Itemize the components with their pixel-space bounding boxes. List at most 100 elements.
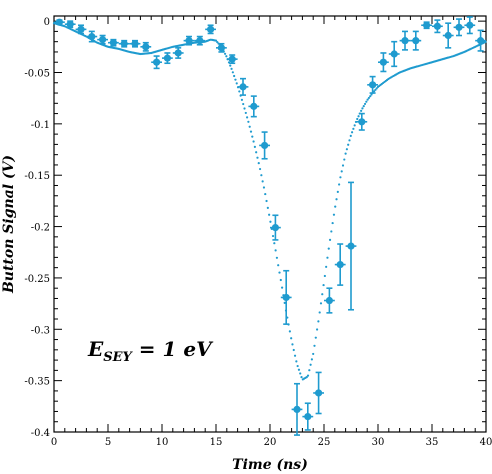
data-point	[108, 38, 119, 47]
point-marker	[304, 412, 312, 421]
data-point	[118, 39, 130, 48]
annotation-rest: = 1 eV	[132, 337, 214, 361]
curve-dot	[352, 127, 355, 130]
point-marker	[271, 223, 279, 232]
curve-dot	[274, 249, 277, 252]
curve-dot	[300, 376, 303, 379]
data-point	[388, 40, 400, 68]
point-marker	[99, 36, 107, 44]
curve-dot	[319, 302, 323, 305]
curve-dot	[339, 176, 342, 179]
curve-dot	[244, 111, 247, 115]
curve-dot	[323, 274, 326, 278]
data-point	[345, 181, 357, 311]
plot-frame	[53, 15, 487, 433]
point-marker	[196, 37, 204, 45]
curve-dot	[345, 148, 348, 151]
data-point	[75, 24, 87, 35]
point-marker	[185, 37, 193, 45]
data-point	[432, 19, 443, 34]
point-marker	[433, 22, 441, 30]
curve-dot	[326, 256, 329, 259]
curve-dot	[295, 360, 298, 363]
point-marker	[477, 37, 485, 45]
curve-dot	[261, 180, 264, 183]
data-point	[64, 20, 76, 29]
curve-dot	[297, 368, 301, 371]
curve-dot	[370, 93, 373, 96]
dotted-curve	[52, 22, 487, 381]
curve-dot	[234, 78, 237, 81]
curve-dot	[322, 283, 325, 287]
data-point	[226, 54, 238, 65]
data-point	[475, 29, 486, 52]
data-points	[54, 16, 486, 436]
curve-dot	[230, 67, 233, 70]
curve-dot	[283, 301, 286, 305]
curve-dot	[373, 90, 376, 93]
data-point	[367, 75, 378, 94]
curve-dot	[343, 158, 346, 161]
curve-dot	[348, 139, 351, 142]
data-point	[54, 18, 65, 26]
curve-dot	[268, 213, 271, 216]
curve-dot	[255, 151, 258, 154]
curve-dot	[361, 107, 364, 110]
data-point	[421, 21, 432, 30]
data-point	[140, 41, 152, 52]
point-marker	[153, 58, 161, 66]
y-tick-label: -0.25	[24, 274, 50, 285]
data-point	[172, 47, 184, 59]
data-point	[205, 24, 216, 35]
point-marker	[466, 21, 474, 29]
curve-dot	[309, 363, 312, 366]
x-tick-label: 10	[156, 437, 169, 448]
y-tick-label: -0.35	[24, 377, 50, 388]
point-marker	[401, 37, 409, 45]
curve-dot	[315, 328, 319, 331]
curve-dot	[314, 336, 317, 339]
point-marker	[109, 39, 117, 47]
curve-dot	[288, 330, 291, 333]
annotation-subscript: SEY	[103, 350, 133, 365]
point-marker	[120, 40, 128, 48]
data-point	[270, 214, 281, 241]
curve-dot	[235, 82, 238, 85]
curve-dot	[349, 134, 352, 137]
curve-dot	[336, 190, 339, 193]
curve-dot	[369, 95, 372, 98]
point-marker	[423, 21, 431, 29]
curve-dot	[238, 90, 241, 93]
curve-dot	[275, 256, 279, 259]
point-marker	[77, 25, 85, 33]
curve-dot	[229, 64, 232, 67]
data-point	[453, 18, 465, 37]
x-tick-label: 5	[105, 437, 111, 448]
y-tick-label: -0.3	[31, 325, 50, 336]
curve-dot	[360, 109, 363, 112]
curve-dot	[357, 115, 360, 118]
curve-dot	[242, 102, 245, 106]
curve-dot	[318, 311, 321, 314]
data-point	[194, 35, 206, 46]
curve-dot	[299, 372, 302, 375]
y-axis-label: Button Signal (V)	[1, 155, 17, 294]
curve-dot	[328, 238, 332, 241]
point-marker	[315, 389, 323, 397]
point-marker	[228, 55, 236, 63]
curve-dot	[353, 124, 356, 127]
point-marker	[88, 32, 96, 41]
point-marker	[444, 31, 452, 40]
curve-dot	[273, 242, 276, 245]
point-marker	[390, 50, 398, 58]
curve-dot	[246, 116, 249, 119]
x-tick-label: 40	[480, 437, 492, 448]
curve-dot	[325, 265, 328, 268]
curve-dot	[249, 130, 253, 133]
data-point	[248, 95, 260, 118]
curve-dot	[331, 221, 334, 225]
y-tick-label: -0.4	[31, 428, 50, 439]
data-point	[324, 287, 335, 314]
curve-dot	[308, 369, 311, 372]
